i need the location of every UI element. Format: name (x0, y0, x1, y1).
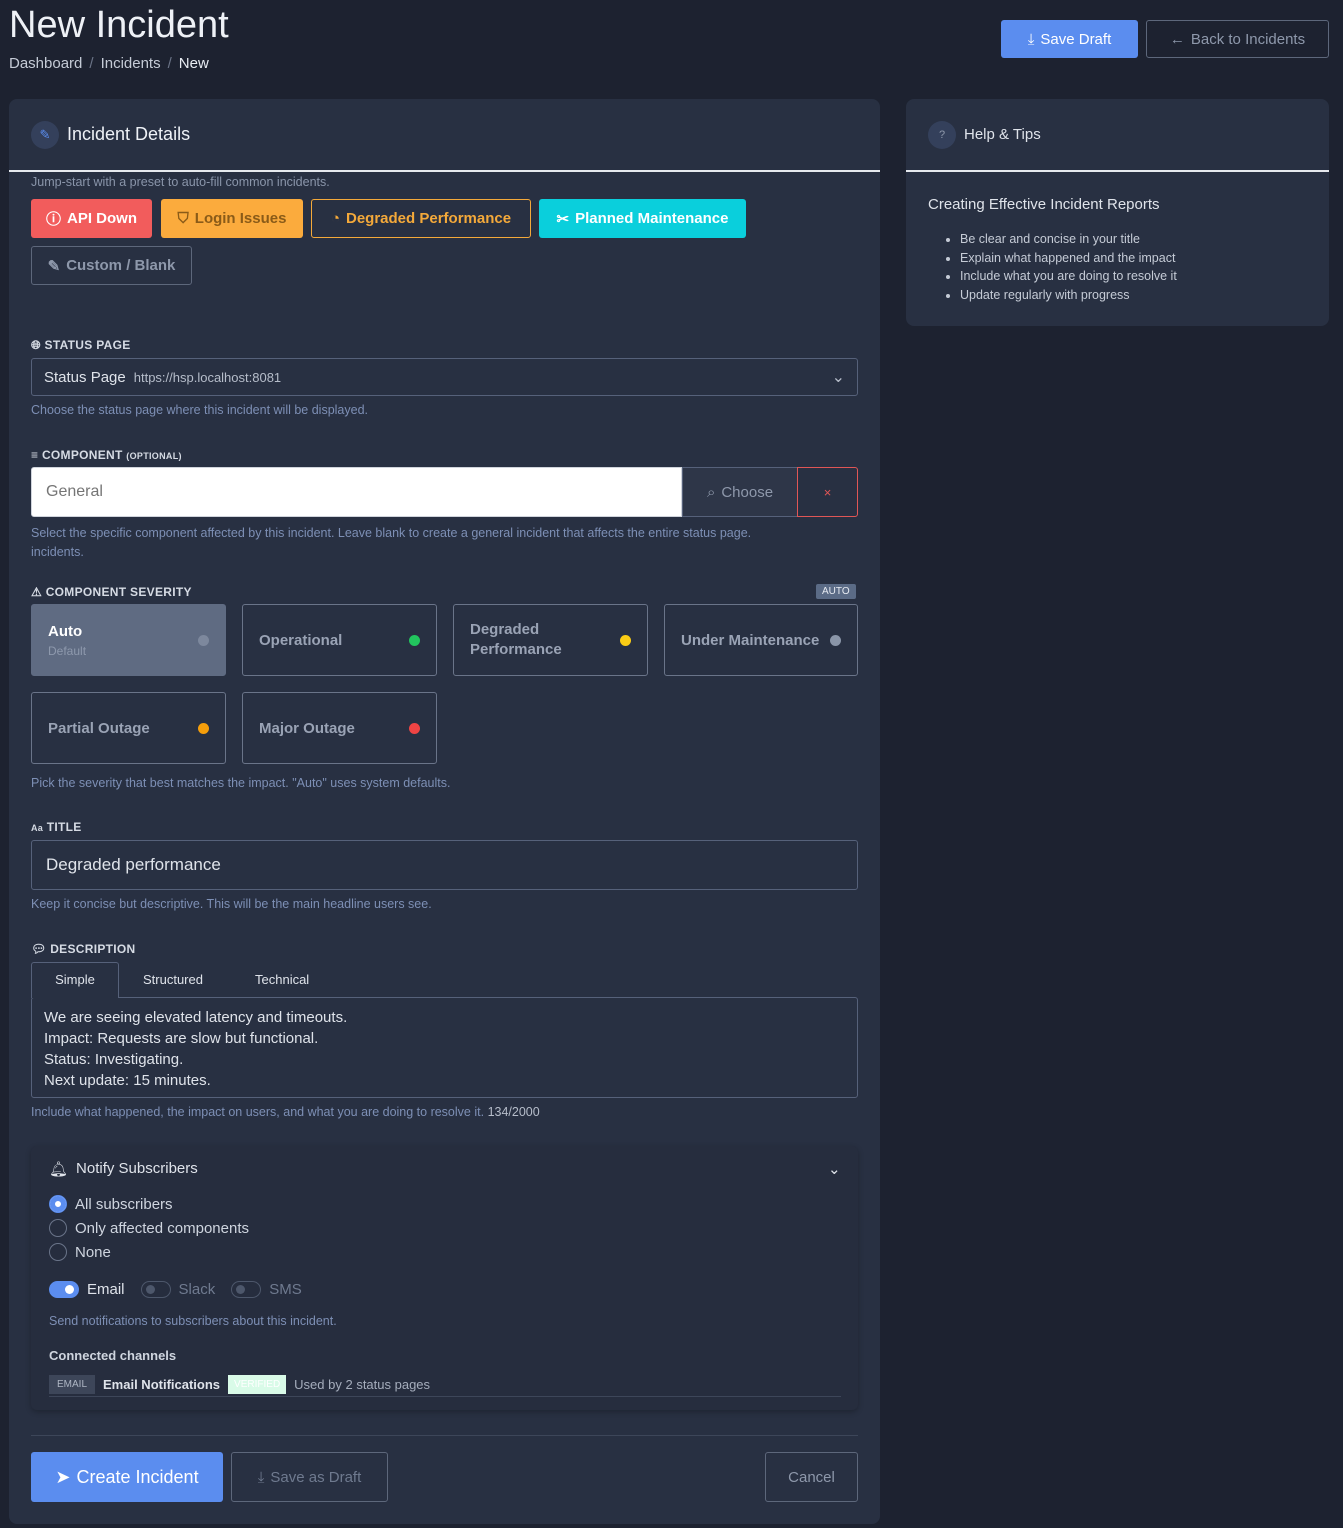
search-icon: ⌕ (706, 483, 716, 501)
send-icon: ➤ (55, 1466, 71, 1487)
clear-component-button[interactable]: × (797, 467, 858, 517)
toggle-email[interactable]: Email (49, 1281, 125, 1298)
status-dot (198, 634, 209, 646)
bell-icon: 🔔︎ (49, 1161, 69, 1178)
save-draft-button[interactable]: ⤓ Save Draft (1001, 20, 1138, 58)
preset-custom-blank[interactable]: ✎ Custom / Blank (31, 246, 192, 285)
status-page-hint: Choose the status page where this incide… (31, 403, 369, 417)
alert-circle-icon: ⓘ (45, 211, 61, 228)
component-label: ≡ COMPONENT (OPTIONAL) (31, 448, 182, 462)
description-textarea[interactable]: We are seeing elevated latency and timeo… (31, 997, 858, 1098)
notify-panel (31, 1146, 858, 1410)
card-title: Incident Details (67, 124, 191, 144)
status-dot (620, 634, 631, 646)
channel-row: EMAIL Email Notifications VERIFIED Used … (49, 1373, 841, 1397)
back-button[interactable]: ← Back to Incidents (1146, 20, 1329, 58)
radio-affected-components[interactable]: Only affected components (49, 1219, 249, 1237)
divider (9, 170, 880, 172)
severity-maintenance[interactable]: Under Maintenance (664, 604, 858, 676)
description-hint: Include what happened, the impact on use… (31, 1105, 540, 1119)
preset-api-down[interactable]: ⓘ API Down (31, 199, 152, 238)
title-input[interactable]: Degraded performance (31, 840, 858, 890)
edit-icon: ✎ (47, 257, 61, 275)
page-title: New Incident (9, 4, 229, 46)
preset-hint: Jump-start with a preset to auto-fill co… (31, 175, 330, 189)
tab-structured[interactable]: Structured (143, 972, 203, 987)
help-subtitle: Creating Effective Incident Reports (928, 196, 1160, 213)
help-icon: ? (928, 121, 956, 149)
status-dot (409, 634, 420, 646)
warning-icon: ⚠ (31, 585, 43, 599)
breadcrumb-dashboard[interactable]: Dashboard (9, 55, 83, 72)
status-dot (830, 634, 841, 646)
tools-icon: ✂ (556, 210, 570, 228)
choose-component-button[interactable]: ⌕ Choose (682, 467, 798, 517)
severity-partial-outage[interactable]: Partial Outage (31, 692, 226, 764)
description-label: 💬︎ DESCRIPTION (31, 942, 136, 956)
download-icon: ⤓ (1027, 30, 1035, 48)
download-icon: ⤓ (257, 1468, 265, 1486)
preset-login-issues[interactable]: ⛉ Login Issues (161, 199, 303, 238)
component-hint: Select the specific component affected b… (31, 526, 752, 559)
breadcrumb-current: New (178, 55, 209, 72)
severity-degraded[interactable]: Degraded Performance (453, 604, 648, 676)
divider (906, 170, 1329, 172)
comment-icon: 💬︎ (31, 942, 47, 956)
status-page-label: 🌐︎ STATUS PAGE (31, 338, 131, 352)
preset-planned-maintenance[interactable]: ✂ Planned Maintenance (539, 199, 746, 238)
toggle-slack[interactable]: Slack (140, 1281, 215, 1298)
breadcrumb-incidents[interactable]: Incidents (100, 55, 161, 72)
auto-badge: AUTO (816, 584, 856, 599)
chevron-down-icon[interactable]: ⌄ (828, 1161, 841, 1178)
toggle-sms[interactable]: SMS (231, 1281, 302, 1298)
radio-none[interactable]: None (49, 1243, 111, 1261)
divider (31, 1435, 858, 1436)
severity-hint: Pick the severity that best matches the … (31, 776, 451, 790)
breadcrumb: Dashboard / Incidents / New (9, 55, 209, 72)
title-label: Aa TITLE (31, 820, 82, 834)
globe-icon: 🌐︎ (31, 338, 41, 352)
tab-technical[interactable]: Technical (255, 972, 310, 987)
notify-hint: Send notifications to subscribers about … (49, 1314, 337, 1328)
severity-label: ⚠ COMPONENT SEVERITY (31, 585, 192, 599)
severity-operational[interactable]: Operational (242, 604, 437, 676)
create-incident-button[interactable]: ➤ Create Incident (31, 1452, 223, 1502)
help-card: ? Help & Tips Creating Effective Inciden… (906, 99, 1329, 326)
help-title: Help & Tips (964, 126, 1041, 143)
arrow-left-icon: ← (1169, 30, 1185, 48)
preset-degraded-performance[interactable]: ◔ Degraded Performance (311, 199, 531, 238)
title-hint: Keep it concise but descriptive. This wi… (31, 897, 432, 911)
severity-major-outage[interactable]: Major Outage (242, 692, 437, 764)
cancel-button[interactable]: Cancel (765, 1452, 858, 1502)
component-input[interactable] (31, 467, 682, 517)
char-count: 134/2000 (487, 1105, 540, 1119)
save-as-draft-button[interactable]: ⤓ Save as Draft (231, 1452, 388, 1502)
chevron-down-icon: ⌄ (831, 369, 845, 386)
status-page-select[interactable]: Status Page https://hsp.localhost:8081 ⌄ (31, 358, 858, 396)
radio-all-subscribers[interactable]: All subscribers (49, 1195, 173, 1213)
tab-simple[interactable]: Simple (31, 962, 119, 998)
verified-badge: VERIFIED (228, 1375, 287, 1394)
pencil-icon: ✎ (31, 121, 59, 149)
database-icon: ≡ (31, 448, 39, 462)
gauge-icon: ◔ (330, 210, 340, 227)
tips-list: Be clear and concise in your titleExplai… (960, 230, 1177, 304)
shield-icon: ⛉ (177, 210, 189, 227)
notify-header[interactable]: 🔔︎ Notify Subscribers (49, 1160, 198, 1178)
status-dot (198, 722, 209, 734)
connected-channels-label: Connected channels (49, 1348, 177, 1363)
status-dot (409, 722, 420, 734)
severity-auto[interactable]: Auto Default (31, 604, 226, 676)
